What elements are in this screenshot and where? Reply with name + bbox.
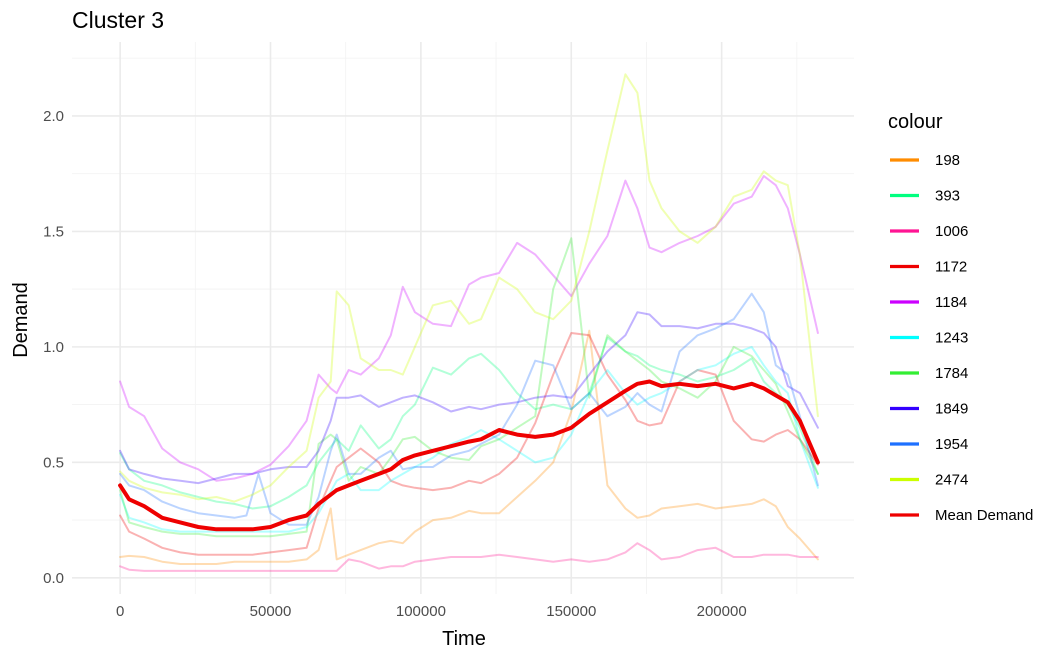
legend-label: 1784 [935,365,968,382]
x-tick-label: 100000 [396,603,446,620]
legend-label: 393 [935,188,960,205]
legend-title: colour [888,111,943,133]
x-axis-ticks: 0 50000 100000 150000 200000 [116,603,747,620]
legend-label: 1849 [935,401,968,418]
series-line-1849 [119,311,819,485]
legend: colour 198 393 1006 1172 1184 1243 1784 1849 195… [888,111,1033,524]
legend-label: 1172 [935,259,967,276]
chart-title: Cluster 3 [72,7,164,33]
y-tick-label: 1.0 [43,339,64,356]
legend-label: 2474 [935,472,968,489]
legend-label: 1184 [935,294,967,311]
x-tick-label: 150000 [546,603,596,620]
series-line-1954 [119,292,819,526]
series-line-1184 [119,175,819,482]
legend-label: 1243 [935,330,968,347]
series-line-1006 [119,542,819,572]
x-tick-label: 200000 [697,603,747,620]
legend-label: 1954 [935,436,968,453]
x-tick-label: 0 [116,603,124,620]
y-axis-title: Demand [10,282,32,358]
series-line-1243 [119,345,819,533]
series-line-1784 [119,237,819,538]
x-axis-title: Time [442,628,486,650]
gridlines [72,42,854,594]
series-line-198 [119,329,819,565]
y-tick-label: 2.0 [43,108,64,125]
y-tick-label: 1.5 [43,223,64,240]
series-lines [118,73,820,572]
legend-label: 1006 [935,223,968,240]
legend-label: 198 [935,152,960,169]
series-line-393 [119,336,819,510]
x-tick-label: 50000 [250,603,292,620]
y-axis-ticks: 0.0 0.5 1.0 1.5 2.0 [43,108,64,587]
series-line-1172 [119,332,819,556]
series-line-2474 [119,73,819,503]
y-tick-label: 0.5 [43,454,64,471]
series-line-mean-demand [118,379,820,532]
legend-label: Mean Demand [935,507,1033,524]
y-tick-label: 0.0 [43,570,64,587]
